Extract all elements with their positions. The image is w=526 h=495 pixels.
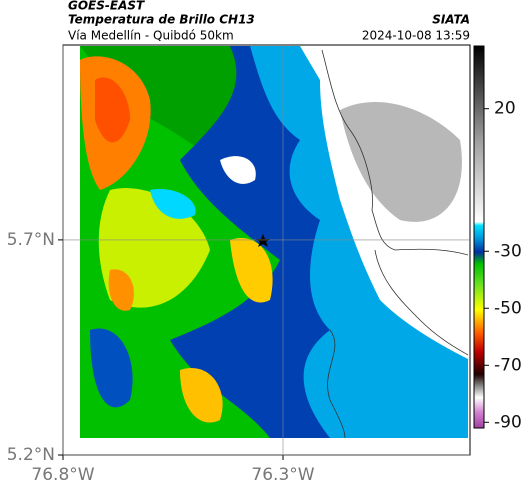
- colorbar-tick-label: -30: [494, 241, 522, 261]
- x-tick-label: 76.3°W: [251, 465, 314, 485]
- colorbar-tick-label: -50: [494, 298, 522, 318]
- route: Vía Medellín - Quibdó 50km: [68, 29, 234, 43]
- colorbar-tick-label: -90: [494, 412, 522, 432]
- colorbar-tick-label: -70: [494, 355, 522, 375]
- location-marker: [256, 234, 270, 247]
- colorbar-tick-label: 20: [494, 99, 516, 119]
- y-tick-label: 5.7°N: [7, 230, 55, 250]
- subtitle: Temperatura de Brillo CH13: [68, 13, 255, 27]
- colorbar: [473, 45, 485, 429]
- imagery: [80, 46, 468, 438]
- x-tick-label: 76.8°W: [31, 465, 94, 485]
- source: SIATA: [432, 13, 470, 27]
- timestamp: 2024-10-08 13:59: [362, 29, 470, 43]
- borders: [321, 49, 469, 439]
- title: GOES-EAST: [68, 0, 145, 13]
- y-tick-label: 5.2°N: [7, 445, 55, 465]
